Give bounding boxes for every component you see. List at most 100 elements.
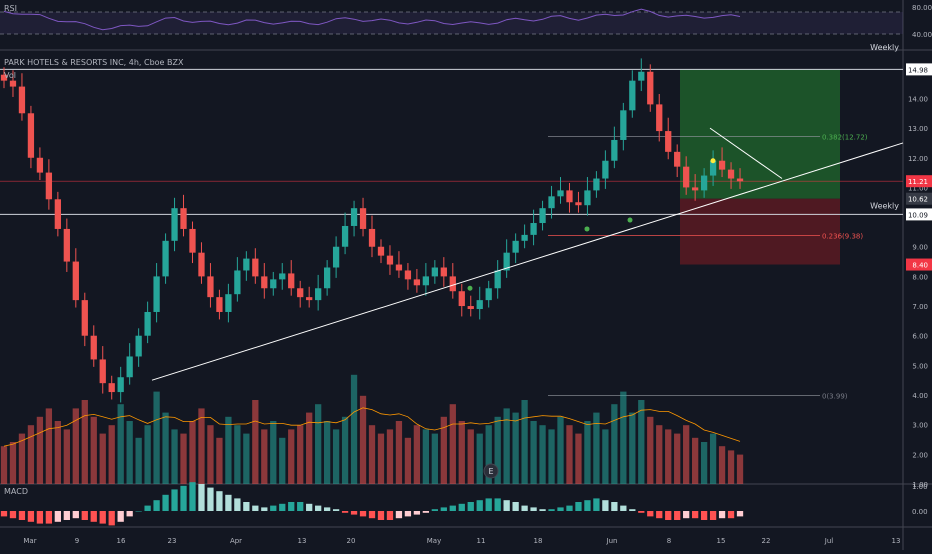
candle-body[interactable] (126, 356, 133, 378)
candle-body[interactable] (503, 252, 510, 271)
candle-body[interactable] (700, 175, 708, 191)
candle-body[interactable] (727, 169, 735, 179)
volume-bar (359, 395, 367, 484)
candle-body[interactable] (638, 71, 645, 81)
candle-body[interactable] (395, 264, 403, 271)
candle-body[interactable] (539, 208, 546, 224)
candle-body[interactable] (449, 276, 456, 292)
volume-bar (126, 421, 133, 484)
candle-body[interactable] (683, 166, 690, 188)
candle-body[interactable] (341, 225, 349, 247)
candle-body[interactable] (54, 199, 61, 229)
candle-body[interactable] (180, 208, 187, 229)
candle-body[interactable] (476, 300, 483, 310)
candle-body[interactable] (629, 80, 636, 111)
candle-body[interactable] (620, 110, 627, 140)
macd-histogram-bar (386, 511, 394, 520)
candle-body[interactable] (261, 276, 268, 289)
candle-body[interactable] (0, 74, 8, 81)
candle-body[interactable] (404, 270, 412, 280)
candle-body[interactable] (9, 80, 17, 87)
candle-body[interactable] (566, 190, 573, 203)
candle-body[interactable] (288, 273, 295, 289)
candle-body[interactable] (521, 234, 528, 241)
candle-body[interactable] (350, 208, 358, 226)
candle-body[interactable] (440, 267, 447, 277)
candle-body[interactable] (63, 228, 70, 262)
candle-body[interactable] (602, 160, 609, 179)
candle-body[interactable] (647, 71, 654, 105)
candle-body[interactable] (494, 270, 501, 289)
candle-body[interactable] (458, 291, 465, 307)
candle-body[interactable] (575, 202, 582, 206)
candle-body[interactable] (656, 104, 663, 132)
candle-body[interactable] (611, 139, 618, 161)
candle-body[interactable] (207, 276, 214, 298)
volume-bar (386, 429, 394, 484)
candle-body[interactable] (306, 297, 313, 301)
candle-body[interactable] (584, 190, 591, 206)
candle-body[interactable] (485, 288, 492, 301)
candle-body[interactable] (297, 288, 304, 298)
macd-histogram-bar (153, 500, 160, 511)
candle-body[interactable] (512, 240, 519, 253)
candle-body[interactable] (422, 276, 430, 286)
candle-body[interactable] (557, 190, 564, 197)
candle-body[interactable] (279, 273, 286, 280)
candle-body[interactable] (709, 160, 717, 176)
candle-body[interactable] (135, 335, 142, 357)
candle-body[interactable] (36, 157, 44, 173)
macd-label[interactable]: MACD (4, 487, 28, 496)
symbol-title[interactable]: PARK HOTELS & RESORTS INC, 4h, Cboe BZX (4, 58, 184, 67)
candle-body[interactable] (692, 187, 699, 191)
candle-body[interactable] (332, 246, 340, 268)
candle-body[interactable] (45, 172, 53, 200)
candle-body[interactable] (431, 267, 438, 277)
volume-label[interactable]: Vol (4, 71, 16, 80)
candle-body[interactable] (386, 255, 394, 265)
candle-body[interactable] (27, 113, 35, 158)
candle-body[interactable] (171, 208, 178, 241)
candle-body[interactable] (718, 160, 726, 170)
candle-body[interactable] (530, 223, 537, 235)
candle-body[interactable] (548, 196, 555, 209)
candle-body[interactable] (270, 279, 277, 289)
volume-bar (467, 429, 474, 484)
candle-body[interactable] (736, 178, 744, 182)
candle-body[interactable] (413, 279, 421, 286)
candle-body[interactable] (323, 267, 331, 289)
position-stop-zone[interactable] (680, 198, 840, 265)
candle-body[interactable] (674, 151, 681, 167)
descending-trendline[interactable] (709, 127, 783, 179)
candle-body[interactable] (252, 258, 259, 277)
candle-body[interactable] (108, 383, 115, 393)
candle-body[interactable] (377, 246, 385, 256)
candle-body[interactable] (18, 86, 26, 114)
candle-body[interactable] (72, 261, 79, 301)
candle-body[interactable] (99, 359, 106, 384)
candle-body[interactable] (90, 335, 97, 360)
candle-body[interactable] (117, 377, 124, 393)
price-tick-label: 1.00 (912, 481, 928, 489)
candle-body[interactable] (189, 228, 196, 253)
earnings-event-icon[interactable] (483, 463, 499, 479)
candle-body[interactable] (368, 228, 376, 247)
candle-body[interactable] (153, 276, 160, 312)
candle-body[interactable] (593, 178, 600, 191)
ascending-trendline[interactable] (151, 142, 904, 381)
candle-body[interactable] (315, 288, 322, 301)
macd-histogram-bar (629, 509, 636, 511)
candle-body[interactable] (467, 306, 474, 310)
candle-body[interactable] (234, 270, 241, 295)
candle-body[interactable] (216, 297, 223, 312)
candle-body[interactable] (198, 252, 205, 277)
candle-body[interactable] (359, 208, 367, 229)
candle-body[interactable] (225, 294, 232, 312)
candle-body[interactable] (243, 258, 250, 271)
candle-body[interactable] (665, 131, 672, 152)
candle-body[interactable] (162, 240, 169, 277)
candle-body[interactable] (81, 300, 88, 336)
candle-body[interactable] (144, 311, 151, 336)
